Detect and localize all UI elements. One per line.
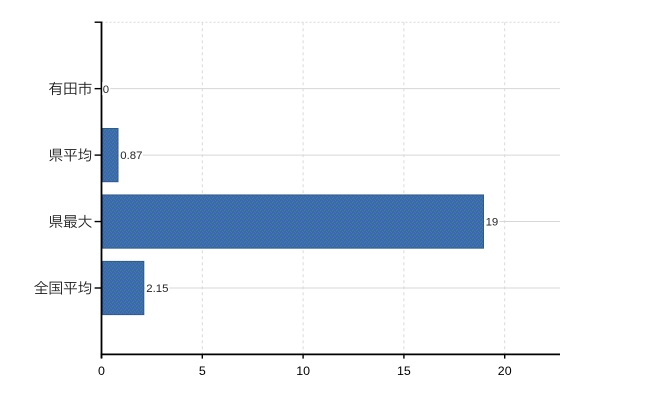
svg-text:15: 15: [397, 364, 411, 378]
svg-text:0.87: 0.87: [120, 150, 142, 162]
svg-text:19: 19: [486, 217, 499, 229]
svg-text:0: 0: [98, 364, 105, 378]
svg-text:5: 5: [199, 364, 206, 378]
svg-text:20: 20: [498, 364, 512, 378]
svg-text:10: 10: [296, 364, 310, 378]
svg-text:0: 0: [103, 84, 109, 96]
svg-text:2.15: 2.15: [146, 283, 168, 295]
